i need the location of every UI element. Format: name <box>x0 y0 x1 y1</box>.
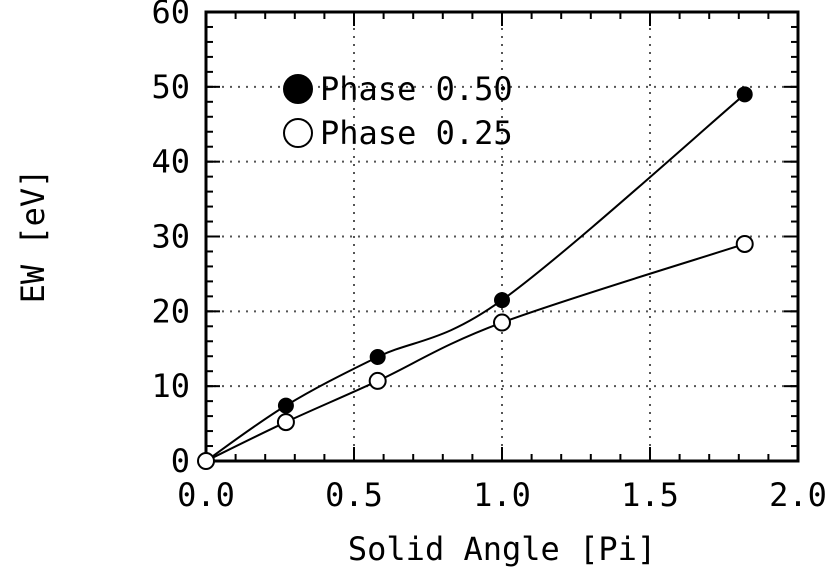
plot-frame <box>204 10 800 463</box>
y-axis-label: EW [eV] <box>14 169 52 304</box>
series-line-1 <box>205 243 746 462</box>
y-tick-label: 60 <box>151 0 190 31</box>
x-tick-label: 0.5 <box>325 476 383 514</box>
series-1-point <box>276 413 295 432</box>
legend-marker-0 <box>283 74 313 104</box>
series-line-0 <box>205 93 746 462</box>
series-0-point <box>369 348 386 365</box>
x-tick-label: 1.5 <box>621 476 679 514</box>
series-1-point <box>368 371 387 390</box>
series-0-point <box>736 86 753 103</box>
y-tick-label: 10 <box>151 367 190 405</box>
series-0-point <box>494 292 510 309</box>
series-1-point <box>197 452 215 470</box>
grid <box>206 12 798 461</box>
y-tick-label: 20 <box>151 292 190 330</box>
y-tick-label: 40 <box>151 143 190 181</box>
x-tick-label: 0.0 <box>177 476 235 514</box>
y-tick-label: 0 <box>171 442 190 480</box>
legend: Phase 0.50 Phase 0.25 <box>283 70 513 152</box>
legend-label-0: Phase 0.50 <box>320 70 513 108</box>
y-tick-label: 50 <box>151 68 190 106</box>
series-1-point <box>493 313 511 332</box>
y-tick-label: 30 <box>151 218 190 256</box>
series-group <box>197 86 754 470</box>
x-axis-label: Solid Angle [Pi] <box>348 530 656 568</box>
legend-label-1: Phase 0.25 <box>320 114 513 152</box>
tick-labels: 0.0 0.5 1.0 1.5 2.0 0 10 20 30 40 50 60 <box>151 0 826 514</box>
series-0-point <box>277 397 294 414</box>
series-1-point <box>735 234 754 253</box>
x-tick-label: 2.0 <box>769 476 827 514</box>
legend-marker-1 <box>283 118 313 148</box>
x-tick-label: 1.0 <box>473 476 531 514</box>
